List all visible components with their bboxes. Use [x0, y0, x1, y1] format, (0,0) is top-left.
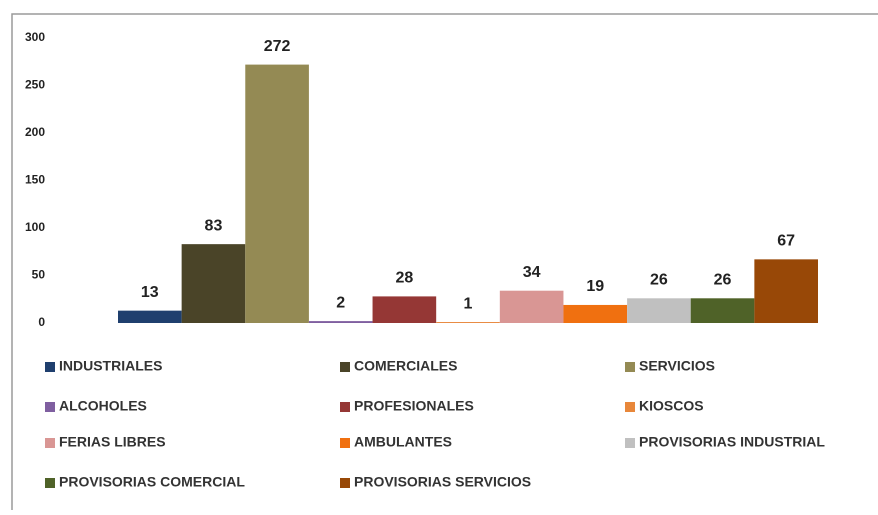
value-label: 272 [264, 38, 291, 55]
bar [181, 244, 246, 323]
value-label: 34 [523, 264, 541, 281]
y-tick-label: 50 [32, 268, 46, 282]
legend-label: PROFESIONALES [354, 398, 474, 414]
legend-swatch [625, 438, 635, 448]
bar [499, 290, 564, 323]
value-label: 19 [586, 278, 604, 295]
bar [372, 296, 437, 323]
legend-swatch [45, 402, 55, 412]
legend-swatch [340, 402, 350, 412]
legend-label: PROVISORIAS COMERCIAL [59, 474, 245, 490]
legend-swatch [45, 438, 55, 448]
legend-label: ALCOHOLES [59, 398, 147, 414]
y-tick-label: 100 [25, 220, 45, 234]
legend-label: KIOSCOS [639, 398, 704, 414]
y-tick-label: 250 [25, 78, 45, 92]
bar [754, 259, 818, 323]
bar [118, 310, 182, 323]
legend-swatch [340, 362, 350, 372]
legend-label: INDUSTRIALES [59, 358, 162, 374]
value-label: 2 [336, 294, 345, 311]
value-label: 26 [714, 272, 732, 289]
bar [627, 298, 691, 323]
bar [308, 321, 373, 323]
bar [690, 298, 755, 323]
legend-label: COMERCIALES [354, 358, 457, 374]
legend-swatch [340, 478, 350, 488]
value-label: 13 [141, 284, 159, 301]
value-label: 28 [395, 270, 413, 287]
legend-label: SERVICIOS [639, 358, 715, 374]
bar [245, 64, 309, 323]
legend-swatch [45, 362, 55, 372]
legend-label: PROVISORIAS INDUSTRIAL [639, 434, 825, 450]
y-tick-label: 200 [25, 125, 45, 139]
y-tick-label: 0 [38, 315, 45, 329]
value-label: 26 [650, 272, 668, 289]
value-label: 67 [777, 233, 795, 250]
bar [563, 304, 628, 323]
y-tick-label: 300 [25, 30, 45, 44]
legend-swatch [625, 402, 635, 412]
y-tick-label: 150 [25, 173, 45, 187]
value-label: 83 [205, 217, 223, 234]
bar [436, 322, 500, 323]
chart-frame [11, 13, 878, 515]
legend-swatch [45, 478, 55, 488]
legend-swatch [340, 438, 350, 448]
legend-swatch [625, 362, 635, 372]
legend-label: FERIAS LIBRES [59, 434, 166, 450]
legend-label: AMBULANTES [354, 434, 452, 450]
legend-label: PROVISORIAS SERVICIOS [354, 474, 531, 490]
value-label: 1 [464, 295, 473, 312]
